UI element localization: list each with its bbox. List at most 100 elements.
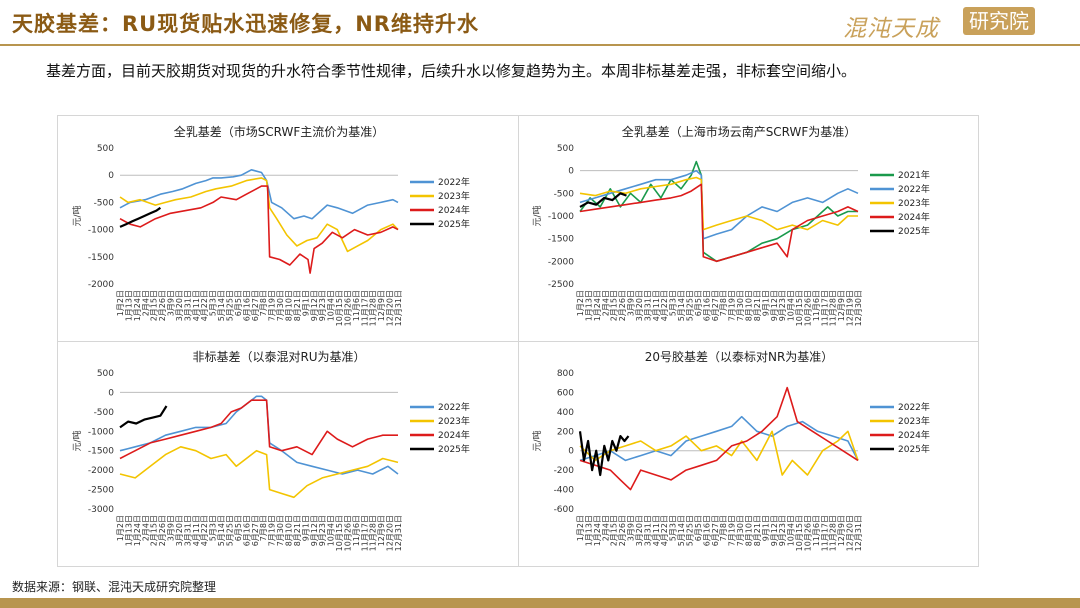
legend-label: 2022年: [438, 176, 470, 188]
x-tick-label: 8月10日: [744, 515, 753, 546]
series-line-2025年: [119, 405, 168, 429]
y-tick-label: 500: [97, 369, 114, 379]
x-tick-label: 12月30日: [854, 290, 863, 326]
chart-title: 20号胶基差（以泰标对NR为基准）: [645, 349, 834, 364]
x-tick-label: 2月15日: [150, 290, 159, 321]
x-tick-label: 6月27日: [251, 290, 260, 321]
x-tick-label: 10月4日: [787, 515, 796, 546]
legend-label: 2022年: [438, 401, 470, 413]
x-tick-label: 3月20日: [175, 515, 184, 546]
y-tick-label: 400: [557, 408, 574, 418]
chart-3-svg: 非标基差（以泰混对RU为基准） 元/吨 500 0 -500 -1000 -1500 -200…: [71, 350, 470, 551]
x-tick-label: 7月30日: [736, 290, 745, 321]
x-tick-label: 12月9日: [377, 515, 386, 546]
chart-1-svg: 全乳基差（市场SCRWF主流价为基准） 元/吨 500 0 -500 -1000 -1500…: [71, 124, 470, 326]
x-tick-label: 7月19日: [268, 290, 277, 321]
x-tick-label: 9月23日: [318, 515, 327, 546]
x-tick-label: 6月27日: [251, 515, 260, 546]
x-tick-label: 9月1日: [301, 515, 310, 541]
y-tick-label: 500: [557, 144, 574, 154]
y-tick-label: -200: [554, 466, 575, 476]
x-tick-label: 8月10日: [284, 515, 293, 546]
series-line-2021年: [579, 160, 858, 263]
series-line-2022年: [119, 395, 399, 475]
legend-label: 2025年: [438, 443, 470, 455]
x-tick-label: 11月6日: [812, 515, 821, 546]
series-line-2022年: [579, 415, 859, 462]
x-tick-label: 6月5日: [694, 290, 703, 316]
legend-label: 2025年: [898, 443, 930, 455]
footer-bar: [0, 598, 1080, 608]
x-tick-label: 5月14日: [677, 290, 686, 321]
legend-label: 2025年: [438, 218, 470, 230]
x-tick-label: 1月24日: [593, 290, 602, 321]
y-axis-label: 元/吨: [531, 430, 543, 451]
x-tick-label: 5月14日: [677, 515, 686, 546]
x-tick-label: 2月4日: [601, 515, 610, 541]
x-tick-label: 1月13日: [124, 515, 133, 546]
x-tick-label: 2月26日: [618, 515, 627, 546]
x-tick-label: 12月19日: [846, 290, 855, 326]
y-tick-label: 0: [108, 171, 114, 181]
x-tick-label: 7月30日: [276, 290, 285, 321]
x-tick-label: 3月20日: [635, 515, 644, 546]
x-tick-label: 3月31日: [643, 515, 652, 546]
x-tick-label: 4月22日: [200, 290, 209, 321]
x-tick-label: 1月13日: [584, 290, 593, 321]
x-tick-label: 4月22日: [660, 515, 669, 546]
x-tick-label: 5月3日: [209, 515, 218, 541]
legend-label: 2023年: [898, 415, 930, 427]
legend-label: 2021年: [898, 169, 930, 181]
y-tick-label: 0: [568, 447, 574, 457]
x-tick-label: 3月31日: [183, 515, 192, 546]
x-tick-label: 8月21日: [293, 290, 302, 321]
x-tick-label: 6月16日: [702, 515, 711, 546]
legend-label: 2024年: [438, 429, 470, 441]
x-tick-label: 1月2日: [116, 515, 125, 541]
x-tick-label: 2月15日: [150, 515, 159, 546]
legend-label: 2023年: [898, 197, 930, 209]
x-tick-label: 2月4日: [141, 290, 150, 316]
x-tick-label: 6月5日: [694, 515, 703, 541]
x-tick-label: 11月17日: [360, 515, 369, 551]
x-tick-label: 5月3日: [209, 290, 218, 316]
y-tick-label: 600: [557, 388, 574, 398]
x-tick-label: 10月4日: [327, 515, 336, 546]
y-tick-label: -500: [554, 189, 575, 199]
x-tick-label: 12月31日: [394, 290, 403, 326]
x-tick-label: 10月4日: [787, 290, 796, 321]
chart-panel-3: 非标基差（以泰混对RU为基准） 元/吨 500 0 -500 -1000 -1500 -200…: [58, 341, 519, 566]
y-tick-label: -2000: [88, 466, 114, 476]
chart-title: 非标基差（以泰混对RU为基准）: [192, 350, 365, 364]
logo-name: 混沌天成: [843, 16, 939, 42]
y-tick-label: -2500: [548, 280, 574, 290]
x-tick-label: 1月24日: [593, 515, 602, 546]
x-tick-label: 5月25日: [686, 515, 695, 546]
x-tick-label: 12月20日: [386, 290, 395, 326]
series-line-2023年: [579, 430, 859, 476]
series-line-2024年: [119, 185, 399, 274]
x-tick-label: 9月1日: [761, 515, 770, 541]
x-tick-label: 5月25日: [226, 515, 235, 546]
series-line-2023年: [579, 176, 858, 231]
y-tick-label: 500: [97, 144, 114, 154]
page-title: 天胶基差：RU现货贴水迅速修复，NR维持升水: [12, 12, 479, 36]
x-tick-label: 12月20日: [846, 515, 855, 551]
x-tick-label: 11月6日: [812, 290, 821, 321]
x-tick-label: 12月9日: [837, 515, 846, 546]
x-tick-label: 5月3日: [669, 515, 678, 541]
x-tick-label: 11月28日: [369, 515, 378, 551]
x-tick-label: 6月16日: [242, 515, 251, 546]
x-tick-label: 4月11日: [652, 515, 661, 546]
legend-label: 2023年: [438, 190, 470, 202]
x-tick-label: 6月5日: [234, 290, 243, 316]
y-tick-label: -2000: [548, 257, 574, 267]
x-tick-label: 12月31日: [854, 515, 863, 551]
x-tick-label: 9月12日: [770, 290, 779, 321]
x-tick-label: 2月26日: [618, 290, 627, 321]
x-tick-label: 3月9日: [167, 515, 176, 541]
y-tick-label: -2000: [88, 280, 114, 290]
x-tick-label: 4月22日: [200, 515, 209, 546]
x-tick-label: 8月21日: [753, 290, 762, 321]
x-tick-label: 1月2日: [576, 515, 585, 541]
